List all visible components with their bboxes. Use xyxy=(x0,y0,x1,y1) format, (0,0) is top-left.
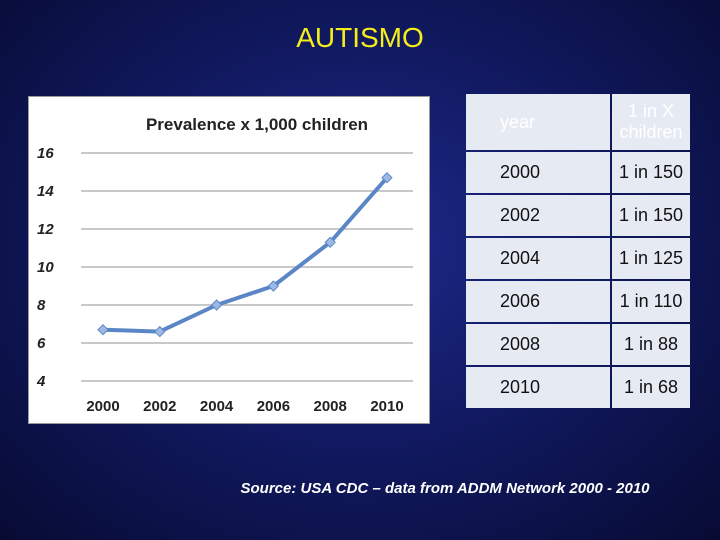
table-cell-ratio: 1 in 88 xyxy=(612,324,690,365)
data-point-marker xyxy=(210,299,223,311)
source-note: Source: USA CDC – data from ADDM Network… xyxy=(240,480,650,497)
table-cell-year: 2008 xyxy=(466,324,610,365)
y-tick-label: 12 xyxy=(37,221,54,238)
slide-title: AUTISMO xyxy=(296,22,424,53)
data-point-marker xyxy=(324,236,336,249)
data-point-marker xyxy=(381,171,393,184)
table-cell-year: 2000 xyxy=(466,152,610,193)
data-point-marker xyxy=(154,325,166,338)
table-cell-year: 2006 xyxy=(466,281,610,322)
table-row: 2002 1 in 150 xyxy=(466,195,690,236)
table-cell-ratio: 1 in 150 xyxy=(612,195,690,236)
table-row: 2000 1 in 150 xyxy=(466,152,690,193)
y-tick-label: 14 xyxy=(37,183,54,200)
y-tick-label: 6 xyxy=(37,335,46,352)
x-tick-label: 2000 xyxy=(86,398,119,415)
x-tick-label: 2004 xyxy=(200,398,234,415)
x-tick-label: 2008 xyxy=(314,398,347,415)
table-cell-ratio: 1 in 110 xyxy=(612,281,690,322)
table-cell-ratio: 1 in 68 xyxy=(612,367,690,408)
y-tick-label: 10 xyxy=(37,259,54,276)
data-point-marker xyxy=(267,280,280,292)
chart-title: Prevalence x 1,000 children xyxy=(146,115,368,134)
table-row: 2004 1 in 125 xyxy=(466,238,690,279)
y-tick-label: 8 xyxy=(37,297,46,314)
y-tick-label: 4 xyxy=(36,373,46,390)
y-tick-label: 16 xyxy=(37,145,54,162)
table-cell-year: 2004 xyxy=(466,238,610,279)
prevalence-chart: Prevalence x 1,000 children 4 6 8 10 12 14 16 … xyxy=(28,96,430,424)
table-cell-ratio: 1 in 150 xyxy=(612,152,690,193)
table-row: 2008 1 in 88 xyxy=(466,324,690,365)
x-tick-label: 2006 xyxy=(257,398,290,415)
x-tick-label: 2010 xyxy=(370,398,403,415)
header-ratio: 1 in X children xyxy=(612,94,690,150)
prevalence-table: year 1 in X children 2000 1 in 150 2002 1 i… xyxy=(464,92,692,410)
data-point-marker xyxy=(97,323,109,336)
table-cell-year: 2010 xyxy=(466,367,610,408)
header-year: year xyxy=(466,94,610,150)
table-row: 2010 1 in 68 xyxy=(466,367,690,408)
table-header-row: year 1 in X children xyxy=(466,94,690,150)
chart-svg: Prevalence x 1,000 children 46810121416 … xyxy=(36,115,413,415)
table-cell-year: 2002 xyxy=(466,195,610,236)
prevalence-table-wrap: year 1 in X children 2000 1 in 150 2002 1 i… xyxy=(466,92,692,410)
table-row: 2006 1 in 110 xyxy=(466,281,690,322)
table-cell-ratio: 1 in 125 xyxy=(612,238,690,279)
series-line xyxy=(102,176,389,334)
x-tick-label: 2002 xyxy=(143,398,176,415)
